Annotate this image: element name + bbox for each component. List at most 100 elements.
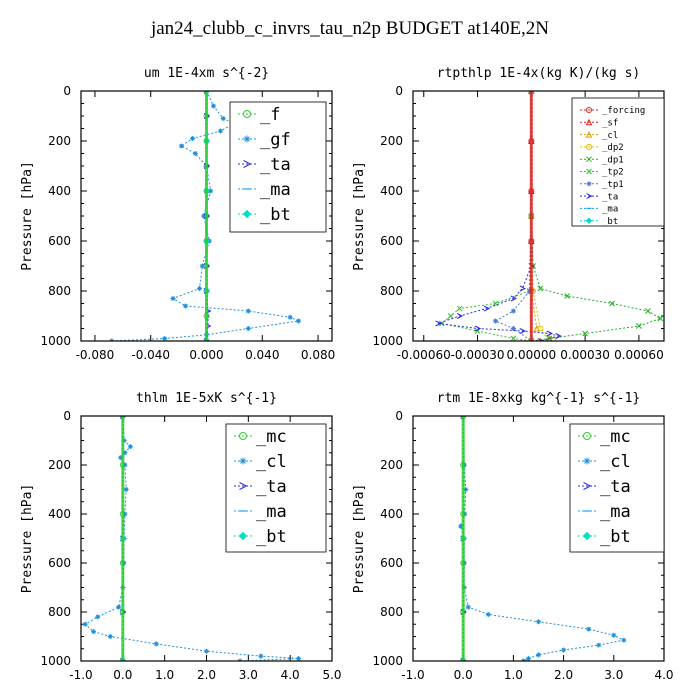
x-tick-label: 3.0 — [239, 668, 258, 682]
data-point_tp1 — [492, 318, 498, 324]
data-point_dp1 — [582, 330, 588, 337]
data-point_tp1 — [527, 288, 533, 294]
data-point_cl — [296, 656, 302, 661]
y-axis-label: Pressure [hPa] — [352, 161, 367, 271]
y-tick-label: 200 — [48, 134, 71, 148]
data-point_cl — [95, 614, 101, 620]
legend-label: _ta — [256, 477, 287, 497]
x-tick-label: 1.0 — [504, 668, 523, 682]
y-tick-label: 0 — [395, 409, 403, 423]
legend-marker — [239, 432, 247, 440]
legend-label: _bt — [602, 217, 618, 227]
legend-label: _gf — [260, 130, 291, 150]
data-point_gf — [170, 296, 176, 301]
data-point_cl — [204, 648, 209, 654]
legend-marker — [585, 217, 593, 224]
legend-label: _ma — [256, 502, 287, 522]
x-tick-label: -0.080 — [76, 348, 115, 362]
legend-label: _ta — [602, 192, 618, 202]
x-tick-label: 2.0 — [554, 668, 573, 682]
legend-label: _bt — [256, 527, 287, 547]
data-point_cl — [123, 487, 129, 492]
data-point_cl — [82, 621, 88, 627]
data-point_dp2 — [537, 325, 544, 332]
data-point_dp1 — [636, 323, 642, 329]
legend-marker — [583, 432, 591, 440]
legend-label: _forcing — [602, 106, 645, 116]
legend-label: _ta — [260, 155, 291, 175]
x-tick-label: 0.00030 — [560, 348, 610, 362]
legend-label: _ma — [260, 180, 291, 200]
data-point_cl — [485, 611, 491, 617]
data-point_gf — [192, 151, 198, 156]
legend-marker — [239, 482, 248, 490]
data-point_gf — [245, 308, 251, 314]
legend-label: _bt — [600, 527, 631, 547]
plot-area — [458, 416, 627, 661]
legend-label: _cl — [602, 131, 618, 141]
legend-marker — [585, 130, 593, 138]
data-point_gf — [190, 136, 196, 141]
y-tick-label: 400 — [48, 184, 71, 198]
legend-marker — [582, 531, 592, 541]
y-tick-label: 200 — [380, 134, 403, 148]
legend-marker — [583, 482, 592, 490]
data-point_cl — [586, 626, 592, 632]
data-point_gf — [220, 116, 226, 121]
y-tick-label: 800 — [48, 284, 71, 298]
series-line_ta — [437, 91, 561, 341]
x-tick-label: -0.00030 — [451, 348, 505, 362]
y-tick-label: 600 — [48, 556, 71, 570]
x-tick-label: 5.0 — [322, 668, 341, 682]
data-point_gf — [201, 213, 207, 219]
data-point_ta — [510, 295, 518, 302]
y-tick-label: 200 — [48, 458, 71, 472]
data-point_cl — [462, 511, 468, 517]
data-point_gf — [197, 286, 203, 291]
data-point_tp2 — [456, 305, 463, 312]
y-tick-label: 0 — [395, 84, 403, 98]
data-point_ta — [435, 320, 442, 327]
data-point_dp1 — [546, 335, 553, 341]
legend-marker — [583, 457, 591, 465]
plot-area — [82, 416, 302, 661]
x-tick-label: 0.00000 — [507, 348, 557, 362]
data-point_cl — [116, 604, 122, 610]
legend-marker — [586, 107, 592, 113]
y-tick-label: 800 — [380, 284, 403, 298]
legend-marker — [239, 457, 247, 465]
data-point_ta — [537, 338, 544, 341]
data-point_dp1 — [657, 315, 664, 322]
data-point_gf — [178, 143, 184, 149]
legend-label: _ma — [602, 205, 618, 215]
legend-marker — [243, 135, 251, 143]
y-tick-label: 600 — [380, 556, 403, 570]
y-tick-label: 800 — [48, 605, 71, 619]
panel-1: um 1E-4xm s^{-2} Pressure [hPa] 0 200 400 600… — [20, 66, 335, 362]
y-tick-label: 0 — [63, 409, 71, 423]
plot-frame — [80, 90, 333, 342]
legend-label: _tp1 — [602, 180, 624, 190]
legend-box — [229, 101, 327, 233]
x-tick-label: 4.0 — [281, 668, 300, 682]
data-point_cl — [91, 629, 97, 635]
data-point_gf — [162, 336, 168, 341]
legend-marker — [586, 193, 593, 200]
data-point_gf — [210, 103, 216, 109]
y-tick-label: 400 — [380, 184, 403, 198]
data-point_gf — [183, 303, 189, 309]
data-point_cl — [127, 444, 133, 450]
legend-marker — [586, 156, 592, 163]
data-point_ta — [546, 330, 553, 337]
data-point_cl — [153, 641, 159, 647]
data-point_gf — [287, 314, 293, 320]
data-point_ta — [519, 328, 526, 334]
data-point_tp2 — [447, 313, 454, 319]
legend-label: _cl — [256, 452, 287, 472]
plot-area — [109, 91, 302, 341]
x-tick-label: 0.0 — [113, 668, 132, 682]
data-point_gf — [296, 318, 302, 324]
y-axis-label: Pressure [hPa] — [20, 484, 35, 594]
data-point_cl — [463, 487, 469, 492]
